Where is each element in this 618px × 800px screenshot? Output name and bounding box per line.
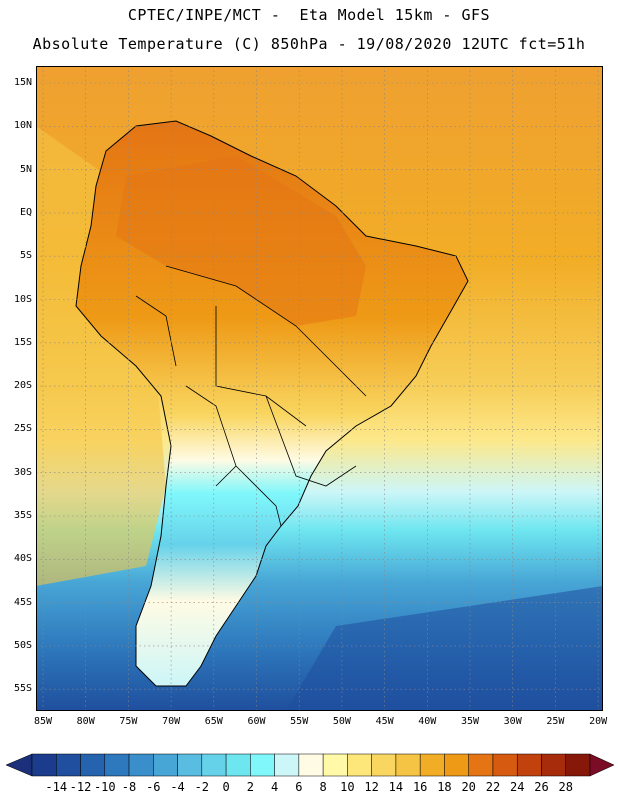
colorbar-swatch xyxy=(322,753,348,777)
title-line-2: Absolute Temperature (C) 850hPa - 19/08/… xyxy=(32,35,586,53)
lon-label: 60W xyxy=(247,716,266,727)
lon-label: 70W xyxy=(162,716,181,727)
colorbar-tick-label: -4 xyxy=(170,780,185,794)
colorbar-tick-label: 12 xyxy=(364,780,379,794)
colorbar-tick-label: 0 xyxy=(222,780,230,794)
lat-label: 5S xyxy=(19,250,32,262)
colorbar-tick-label: 20 xyxy=(461,780,476,794)
lat-label: EQ xyxy=(19,206,32,218)
lat-label: 25S xyxy=(13,423,32,435)
lat-label: 50S xyxy=(13,639,32,651)
colorbar-swatch xyxy=(177,753,203,777)
colorbar-swatch xyxy=(128,753,154,777)
lon-label: 50W xyxy=(332,716,351,727)
colorbar-tick-label: 26 xyxy=(534,780,549,794)
lat-label: 55S xyxy=(13,683,32,695)
colorbar-tick-label: -12 xyxy=(69,780,92,794)
colorbar-swatch xyxy=(201,753,227,777)
colorbar-tick-label: -14 xyxy=(45,780,68,794)
lon-label: 40W xyxy=(418,716,437,727)
colorbar-tick-label: 16 xyxy=(412,780,428,794)
lat-label: 10N xyxy=(13,120,32,132)
colorbar-tick-label: 14 xyxy=(388,780,404,794)
colorbar-swatch xyxy=(274,753,300,777)
lon-label: 30W xyxy=(503,716,522,727)
colorbar-swatch xyxy=(371,753,397,777)
south-atlantic-cold xyxy=(286,586,603,711)
colorbar-tick-label: -10 xyxy=(93,780,116,794)
colorbar-swatch xyxy=(347,753,372,777)
colorbar-tick-label: -6 xyxy=(146,780,161,794)
lon-label: 75W xyxy=(119,716,138,727)
lat-label: 40S xyxy=(13,553,32,565)
lat-label: 15N xyxy=(13,77,32,88)
colorbar-low-arrow xyxy=(5,753,33,777)
lat-label: 15S xyxy=(13,336,32,348)
map-border xyxy=(36,66,603,711)
colorbar-swatch xyxy=(250,753,275,777)
colorbar-swatch xyxy=(104,753,130,777)
colorbar-swatch xyxy=(31,753,57,777)
colorbar-tick-label: 10 xyxy=(340,780,355,794)
temperature-map xyxy=(36,66,603,711)
colorbar-tick-label: 6 xyxy=(295,780,303,794)
colorbar-tick-label: 18 xyxy=(437,780,452,794)
colorbar-tick-label: -2 xyxy=(194,780,210,794)
colorbar-swatch xyxy=(80,753,106,777)
amazon-warm-core xyxy=(116,156,366,326)
colorbar-swatch xyxy=(468,753,494,777)
lon-label: 20W xyxy=(589,716,608,727)
colorbar-tick-label: 2 xyxy=(246,780,254,794)
graticule xyxy=(36,66,603,711)
colorbar-swatch xyxy=(444,753,469,777)
lat-label: 45S xyxy=(13,596,32,608)
lon-label: 80W xyxy=(76,716,95,727)
colorbar-swatch xyxy=(395,753,421,777)
lat-label: 35S xyxy=(13,510,32,521)
lon-label: 35W xyxy=(460,716,480,727)
lon-label: 45W xyxy=(375,716,394,727)
lat-label: 20S xyxy=(13,380,32,392)
lat-label: 10S xyxy=(13,293,32,305)
colorbar-tick-label: 22 xyxy=(485,780,501,794)
colorbar-tick-label: 28 xyxy=(558,780,573,794)
colorbar-swatch xyxy=(56,753,81,777)
colorbar-tick-label: 24 xyxy=(509,780,525,794)
colorbar-high-arrow xyxy=(589,753,615,777)
colorbar-tick-label: 4 xyxy=(270,780,279,794)
colorbar-swatch xyxy=(541,753,566,777)
lat-label: 5N xyxy=(19,163,32,175)
colorbar-tick-label: -8 xyxy=(121,780,137,794)
lon-label: 25W xyxy=(546,716,565,727)
lon-label: 55W xyxy=(290,716,309,727)
lon-label: 85W xyxy=(33,716,53,727)
country-borders xyxy=(135,265,367,527)
lon-label: 65W xyxy=(204,716,223,727)
title-line-1: CPTEC/INPE/MCT - Eta Model 15km - GFS xyxy=(127,6,491,24)
colorbar-swatch xyxy=(516,753,542,777)
lat-label: 30S xyxy=(13,466,32,478)
colorbar-swatch xyxy=(565,753,591,777)
colorbar-swatch xyxy=(298,753,324,777)
colorbar-swatch xyxy=(225,753,251,777)
colorbar-swatch xyxy=(153,753,178,777)
colorbar-swatch xyxy=(419,753,445,777)
colorbar-tick-label: 8 xyxy=(319,780,327,794)
colorbar xyxy=(5,753,615,777)
colorbar-swatch xyxy=(492,753,518,777)
